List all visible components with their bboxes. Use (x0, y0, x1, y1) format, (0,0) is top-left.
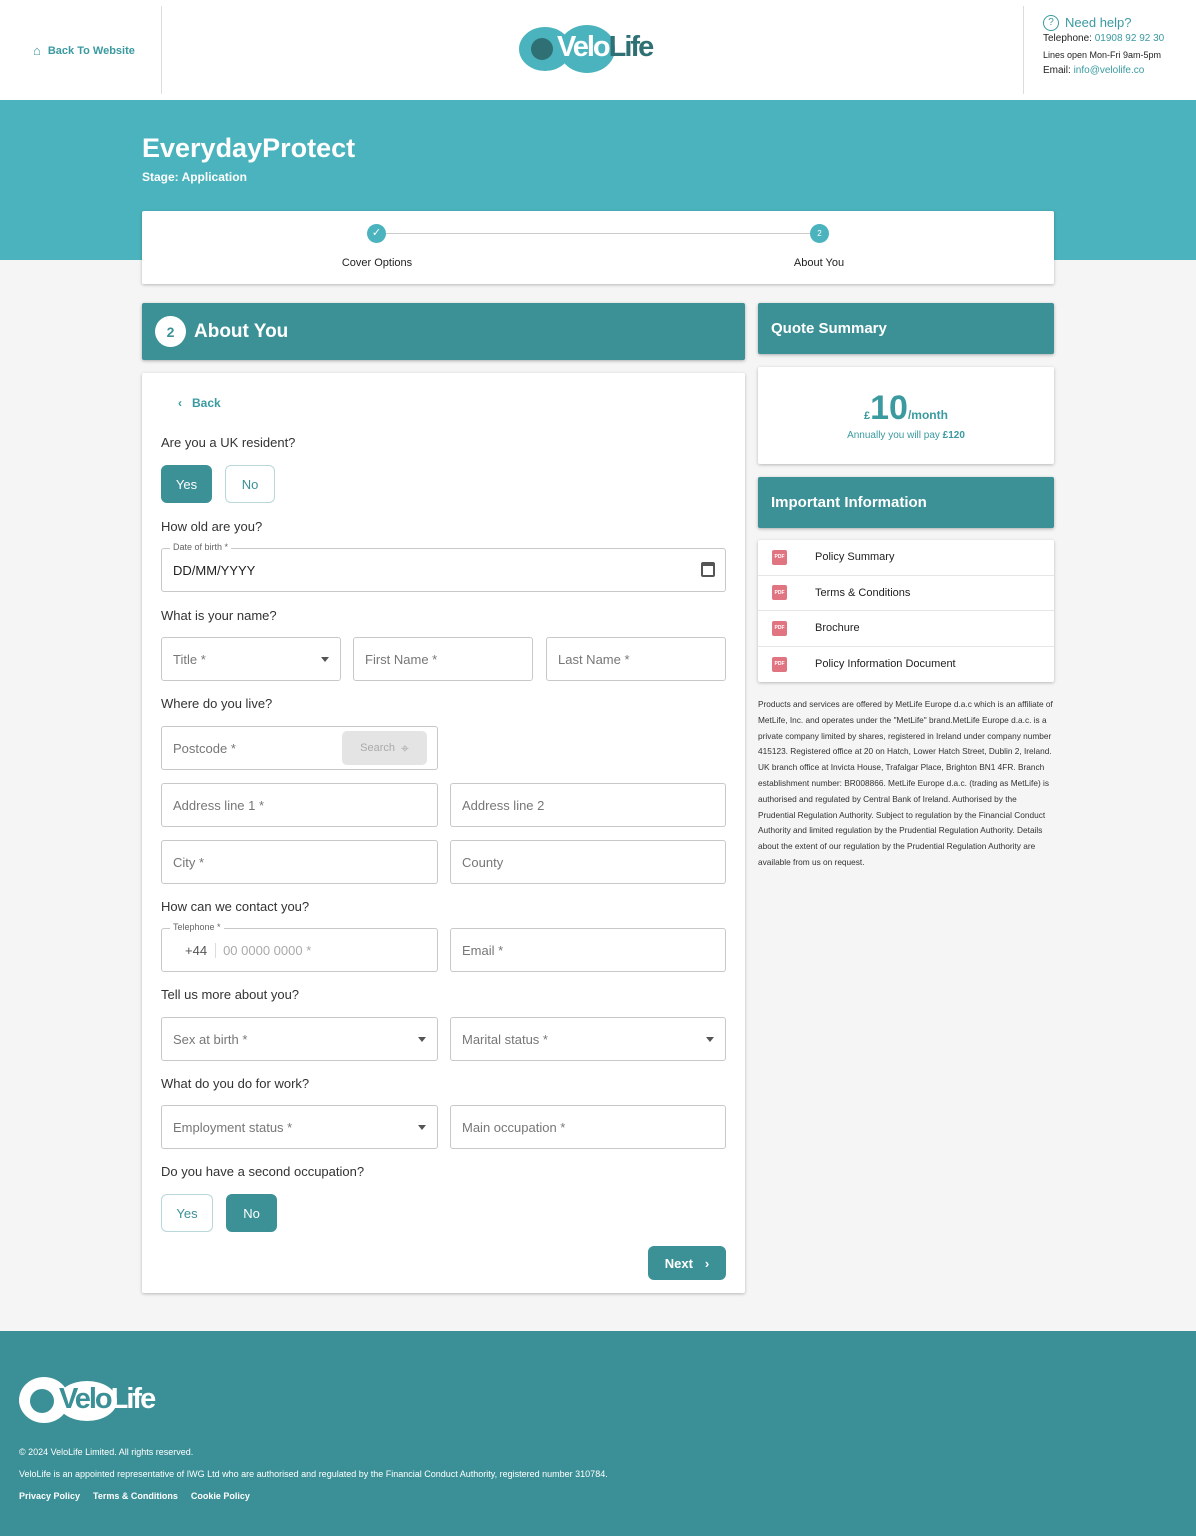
doc-policy-summary[interactable]: PDF Policy Summary (758, 540, 1054, 576)
documents-list: PDF Policy Summary PDF Terms & Conditions … (758, 540, 1054, 682)
cookie-policy-link[interactable]: Cookie Policy (190, 1491, 250, 1501)
copyright: © 2024 VeloLife Limited. All rights rese… (19, 1447, 194, 1457)
step-cover-options: Cover Options (341, 257, 413, 269)
privacy-policy-link[interactable]: Privacy Policy (19, 1491, 81, 1501)
email-link[interactable]: info@velolife.co (1073, 65, 1145, 76)
back-link[interactable]: ‹ Back (178, 396, 221, 410)
footer-logo: VeloLife (19, 1375, 169, 1425)
main-occupation-input[interactable]: Main occupation * (450, 1105, 726, 1149)
title-select[interactable]: Title * (161, 637, 341, 681)
chevron-down-icon (321, 657, 329, 662)
important-info-header: Important Information (758, 477, 1054, 528)
uk-resident-yes[interactable]: Yes (161, 465, 212, 503)
last-name-input[interactable]: Last Name * (546, 637, 726, 681)
date-of-birth-input[interactable]: Date of birth * DD/MM/YYYY (161, 542, 726, 592)
section-title: About You (194, 320, 289, 342)
site-header: ⌂ Back To Website VeloLife ? Need help? T… (0, 0, 1196, 100)
back-to-website-link[interactable]: ⌂ Back To Website (33, 43, 135, 58)
section-header: 2 About You (142, 303, 745, 360)
address-line1-input[interactable]: Address line 1 * (161, 783, 438, 827)
chevron-right-icon: › (704, 1255, 710, 1271)
chevron-down-icon (418, 1125, 426, 1130)
search-button[interactable]: Search ⌖ (342, 731, 427, 765)
county-input[interactable]: County (450, 840, 726, 884)
address-line2-input[interactable]: Address line 2 (450, 783, 726, 827)
first-name-input[interactable]: First Name * (353, 637, 533, 681)
terms-link[interactable]: Terms & Conditions (93, 1491, 178, 1501)
telephone-link[interactable]: 01908 92 92 30 (1094, 33, 1165, 44)
quote-card: £10/month Annually you will pay £120 (758, 367, 1054, 464)
progress-stepper: ✓ Cover Options 2 About You (142, 211, 1054, 284)
about-you-form: ‹ Back Are you a UK resident? Yes No How… (142, 373, 745, 1293)
locate-icon: ⌖ (400, 739, 409, 756)
pdf-icon: PDF (772, 585, 787, 601)
email-input[interactable]: Email * (450, 928, 726, 972)
postcode-input[interactable]: Postcode * Search ⌖ (161, 726, 438, 770)
velolife-logo[interactable]: VeloLife (519, 25, 669, 73)
step-number: 2 (810, 224, 829, 243)
doc-terms-conditions[interactable]: PDF Terms & Conditions (758, 576, 1054, 611)
sex-at-birth-select[interactable]: Sex at birth * (161, 1017, 438, 1061)
quote-summary-header: Quote Summary (758, 303, 1054, 354)
second-occupation-yes[interactable]: Yes (161, 1194, 213, 1232)
chevron-down-icon (706, 1037, 714, 1042)
page-title: EverydayProtect (142, 133, 356, 163)
divider (161, 6, 162, 94)
pdf-icon: PDF (772, 549, 787, 565)
step-about-you: About You (793, 257, 845, 269)
stage-label: Stage: Application (142, 170, 247, 184)
monthly-price: 10 (870, 389, 908, 427)
help-icon: ? (1043, 15, 1059, 31)
home-icon: ⌂ (33, 43, 41, 58)
uk-resident-no[interactable]: No (225, 465, 275, 503)
second-occupation-no[interactable]: No (226, 1194, 277, 1232)
calendar-icon[interactable] (701, 562, 715, 577)
help-box: ? Need help? Telephone: 01908 92 92 30 Li… (1043, 15, 1165, 76)
telephone-input[interactable]: Telephone * +44 00 0000 0000 * (161, 922, 438, 972)
site-footer: VeloLife © 2024 VeloLife Limited. All ri… (0, 1331, 1196, 1536)
doc-brochure[interactable]: PDF Brochure (758, 611, 1054, 647)
marital-status-select[interactable]: Marital status * (450, 1017, 726, 1061)
disclaimer: Products and services are offered by Met… (758, 699, 1053, 867)
employment-status-select[interactable]: Employment status * (161, 1105, 438, 1149)
check-icon: ✓ (367, 224, 386, 243)
divider (1023, 6, 1024, 94)
pdf-icon: PDF (772, 620, 787, 636)
pdf-icon: PDF (772, 656, 787, 672)
city-input[interactable]: City * (161, 840, 438, 884)
doc-policy-information[interactable]: PDF Policy Information Document (758, 647, 1054, 683)
next-button[interactable]: Next › (648, 1246, 726, 1280)
chevron-down-icon (418, 1037, 426, 1042)
regulatory-text: VeloLife is an appointed representative … (19, 1469, 608, 1479)
